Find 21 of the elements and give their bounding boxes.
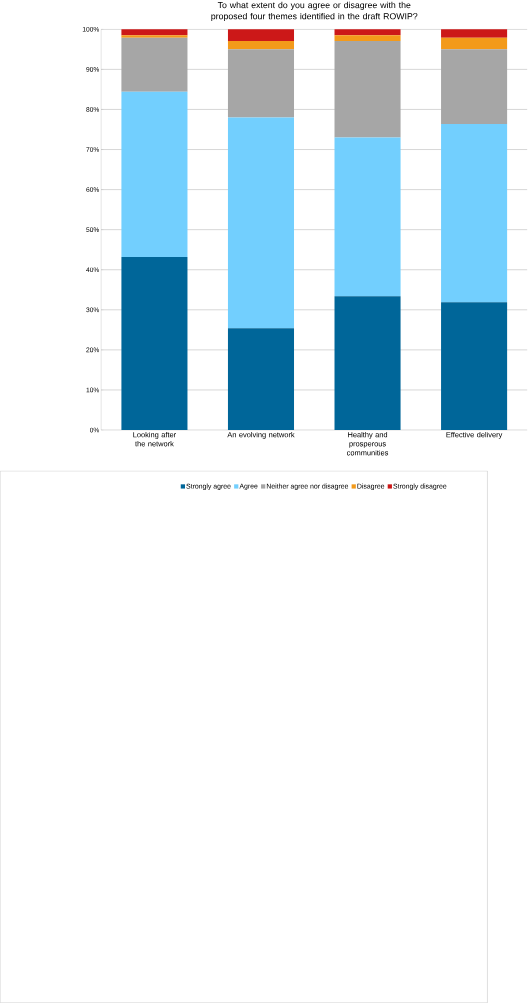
bar [228,49,295,118]
bar [228,29,295,41]
bar [441,29,508,38]
bar [441,302,508,431]
chart-title: To what extent do you agree or disagree with the proposed four themes identified in the draft ROWIP? [211,1,418,22]
bar [121,91,188,257]
bar [441,49,508,124]
bar [334,296,401,431]
bar [228,117,295,329]
bar [121,256,188,431]
bar [334,29,401,36]
bar [228,40,295,50]
bar [121,29,188,36]
bar [334,40,401,138]
bar [121,35,188,38]
bar [121,37,188,92]
bar [441,37,508,50]
bar [441,123,508,303]
bar [228,328,295,431]
bar [334,137,401,297]
bar [334,35,401,41]
